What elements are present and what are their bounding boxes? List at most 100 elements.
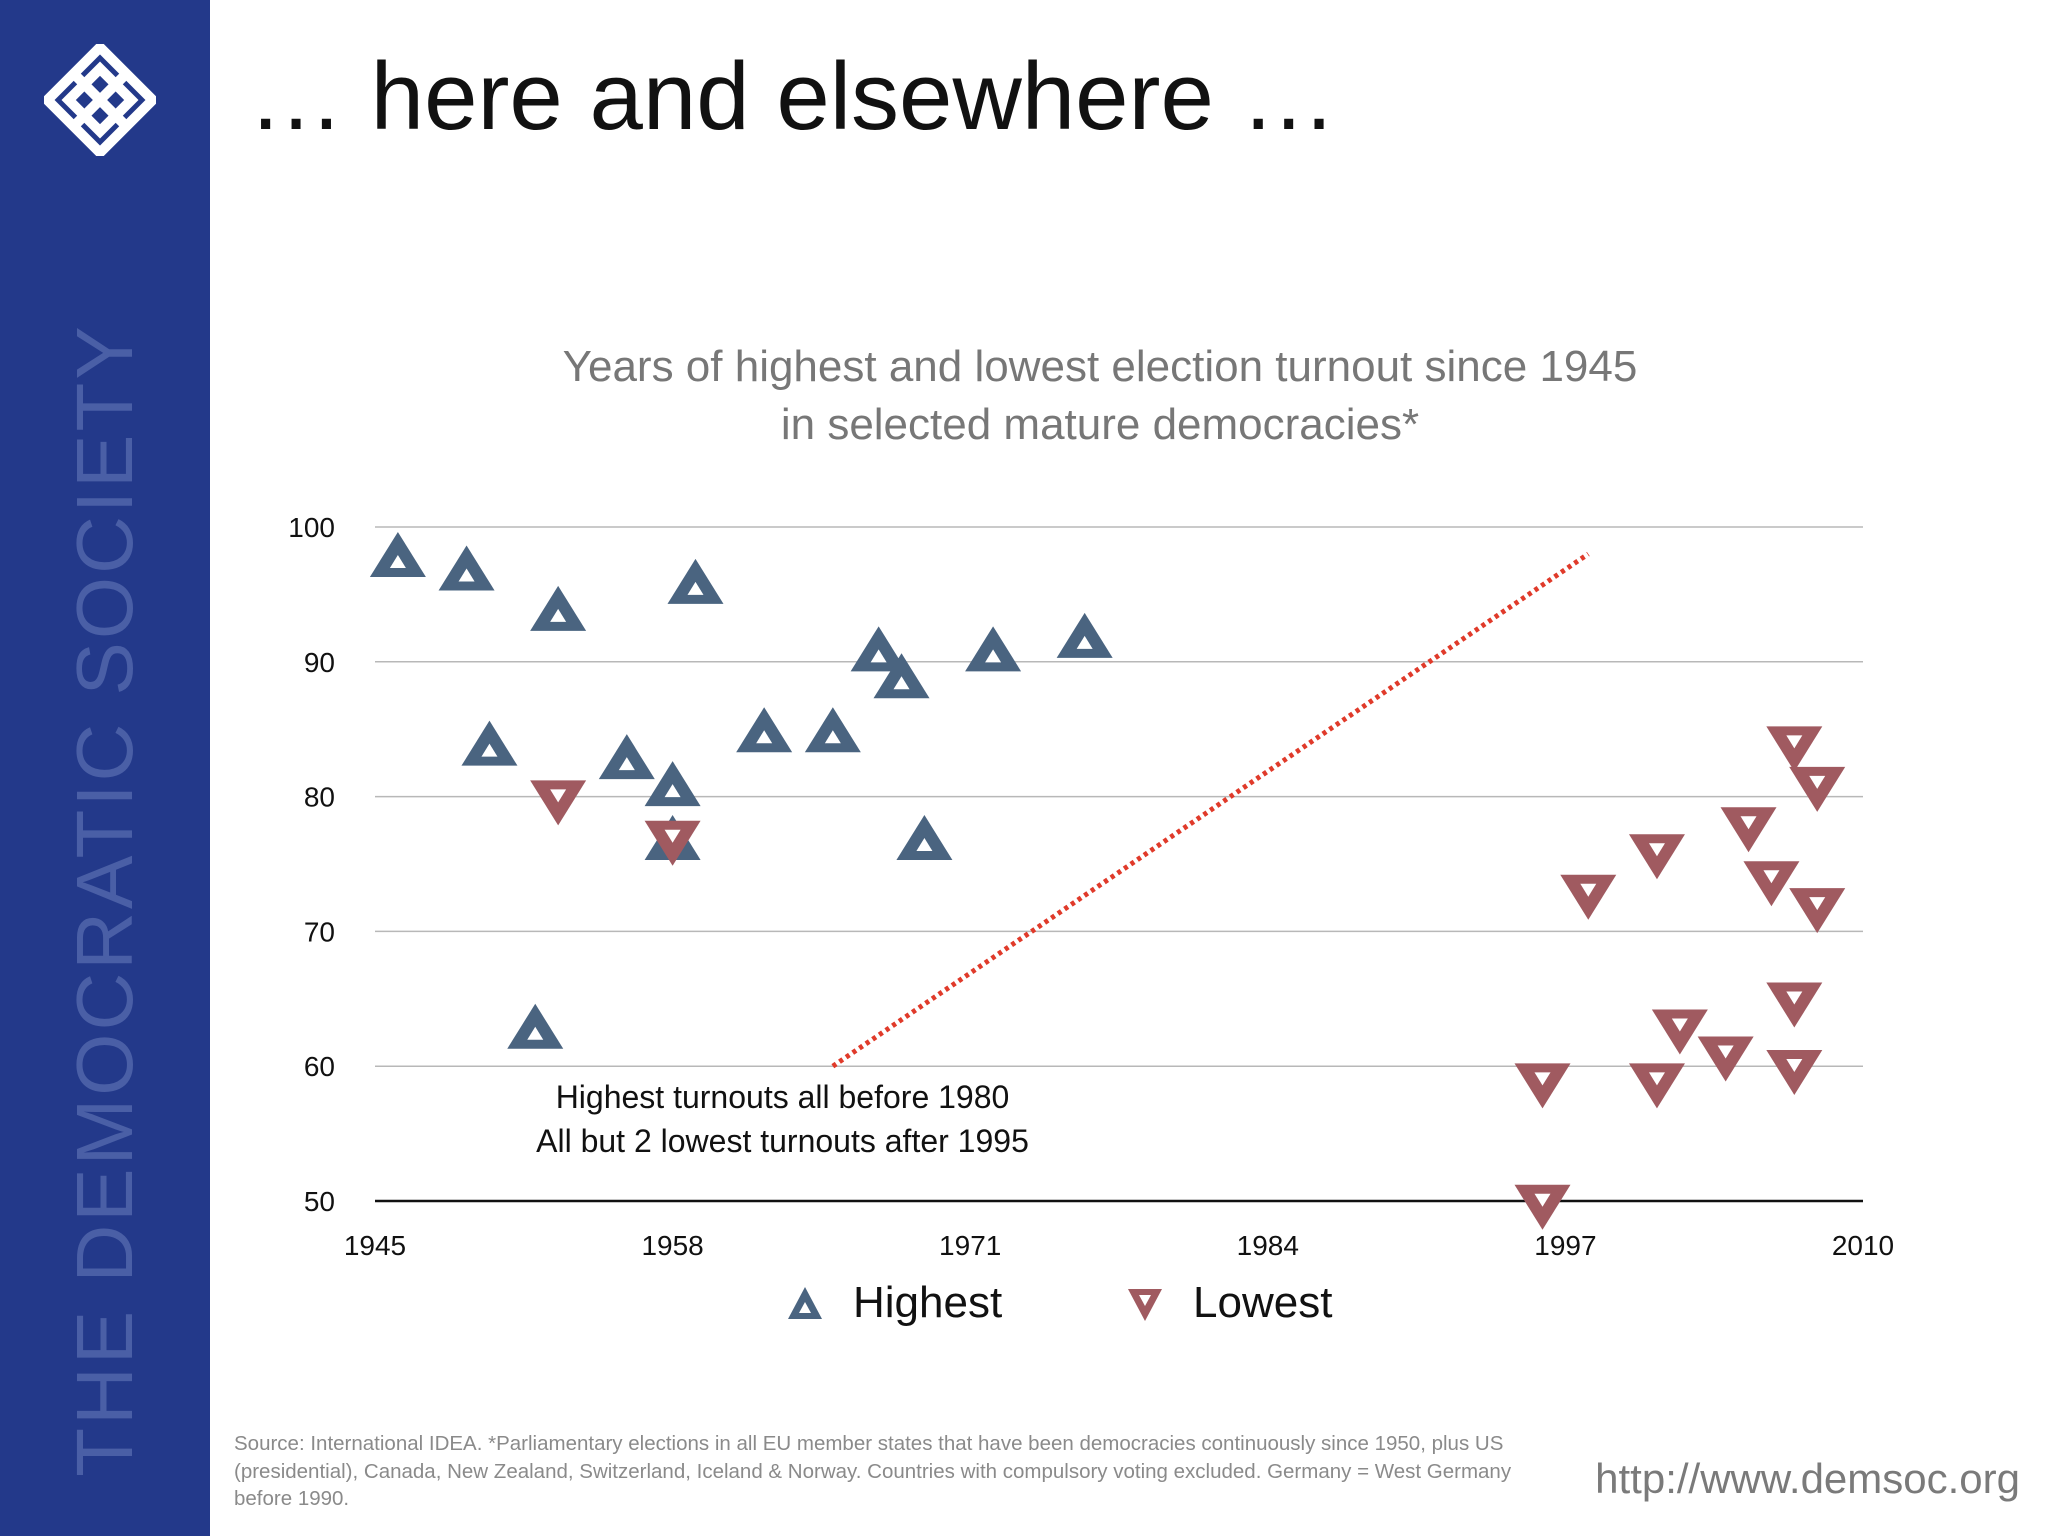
- highest-point: [736, 707, 793, 753]
- website-link[interactable]: http://www.demsoc.org: [1595, 1455, 2020, 1502]
- marker-shape: [530, 780, 587, 826]
- y-tick-label: 50: [304, 1186, 335, 1217]
- marker-hole: [1671, 1018, 1688, 1032]
- marker-hole: [985, 649, 1002, 663]
- lowest-point: [1560, 874, 1617, 920]
- marker-shape: [1697, 1036, 1754, 1082]
- lowest-point: [1720, 807, 1777, 853]
- marker-shape: [1766, 982, 1823, 1028]
- highest-point: [507, 1003, 564, 1049]
- marker-hole: [1740, 816, 1757, 830]
- legend-item-highest: Highest: [785, 1268, 1002, 1338]
- y-tick-label: 70: [304, 916, 335, 947]
- marker-shape: [873, 653, 930, 699]
- highest-point: [530, 585, 587, 631]
- highest-point: [461, 720, 518, 766]
- marker-hole: [1786, 991, 1803, 1005]
- y-tick-label: 60: [304, 1051, 335, 1082]
- lowest-point: [1766, 982, 1823, 1028]
- x-tick-label: 1984: [1237, 1230, 1299, 1261]
- marker-hole: [824, 730, 841, 744]
- lowest-point: [1514, 1063, 1571, 1109]
- marker-hole: [481, 743, 498, 757]
- marker-hole: [664, 784, 681, 798]
- marker-hole: [870, 649, 887, 663]
- legend-item-lowest: Lowest: [1125, 1268, 1332, 1338]
- marker-shape: [1056, 612, 1113, 658]
- marker-shape: [1560, 874, 1617, 920]
- highest-point: [965, 626, 1022, 672]
- marker-hole: [1076, 635, 1093, 649]
- triangle-down-icon: [1128, 1289, 1162, 1321]
- y-tick-label: 100: [288, 512, 335, 543]
- marker-shape: [1789, 888, 1846, 934]
- highest-point: [598, 734, 655, 780]
- marker-hole: [916, 838, 933, 852]
- y-tick-label: 90: [304, 647, 335, 678]
- marker-shape: [644, 820, 701, 866]
- chart-subtitle: in selected mature democracies*: [780, 400, 1420, 449]
- highest-point: [438, 545, 495, 591]
- marker-shape: [438, 545, 495, 591]
- marker-shape: [507, 1003, 564, 1049]
- marker-shape: [1789, 766, 1846, 812]
- highest-point: [873, 653, 930, 699]
- x-tick-label: 2010: [1832, 1230, 1894, 1261]
- highest-point: [896, 815, 953, 861]
- marker-shape: [369, 531, 426, 577]
- marker-hole: [1534, 1193, 1551, 1207]
- marker-hole: [1786, 735, 1803, 749]
- marker-shape: [1743, 861, 1800, 907]
- chart-title: Years of highest and lowest election tur…: [500, 338, 1700, 454]
- lowest-point: [644, 820, 701, 866]
- marker-shape: [965, 626, 1022, 672]
- grid-lines: [375, 526, 1863, 1203]
- marker-shape: [1514, 1184, 1571, 1230]
- marker-hole: [1763, 870, 1780, 884]
- marker-hole: [1786, 1058, 1803, 1072]
- marker-hole: [687, 581, 704, 595]
- marker-hole: [1648, 1072, 1665, 1086]
- highest-point: [1056, 612, 1113, 658]
- x-tick-label: 1945: [344, 1230, 406, 1261]
- slide-title: … here and elsewhere …: [248, 43, 1337, 150]
- marker-hole: [550, 789, 567, 803]
- annotation-line-1: Highest turnouts all before 1980: [555, 1079, 1010, 1115]
- legend-label-lowest: Lowest: [1193, 1278, 1333, 1327]
- marker-shape: [598, 734, 655, 780]
- marker-hole: [664, 829, 681, 843]
- triangle-up-icon: [788, 1287, 822, 1319]
- marker-shape: [1514, 1063, 1571, 1109]
- lowest-point: [1743, 861, 1800, 907]
- lowest-point: [1789, 888, 1846, 934]
- marker-shape: [850, 626, 907, 672]
- x-tick-label: 1997: [1534, 1230, 1596, 1261]
- marker-hole: [618, 757, 635, 771]
- marker-hole: [1717, 1045, 1734, 1059]
- marker-shape: [896, 815, 953, 861]
- marker-shape: [530, 585, 587, 631]
- highest-point: [804, 707, 861, 753]
- chart-marks: [369, 531, 1846, 1230]
- demsoc-logo-icon: [44, 44, 156, 156]
- highest-point: [369, 531, 426, 577]
- marker-shape: [1628, 834, 1685, 880]
- lowest-point: [1628, 834, 1685, 880]
- source-note: Source: International IDEA. *Parliamenta…: [234, 1432, 1512, 1510]
- annotation-line-2: All but 2 lowest turnouts after 1995: [536, 1123, 1029, 1159]
- chart-title-line: Years of highest and lowest election tur…: [562, 342, 1638, 391]
- divider-line: [831, 551, 1590, 1069]
- marker-shape: [1720, 807, 1777, 853]
- marker-hole: [1809, 897, 1826, 911]
- marker-shape: [1628, 1063, 1685, 1109]
- lowest-point: [1789, 766, 1846, 812]
- lowest-point: [1628, 1063, 1685, 1109]
- lowest-point: [1651, 1009, 1708, 1055]
- marker-shape: [736, 707, 793, 753]
- lowest-point: [1514, 1184, 1571, 1230]
- marker-shape: [667, 558, 724, 604]
- marker-hole: [550, 608, 567, 622]
- marker-shape: [461, 720, 518, 766]
